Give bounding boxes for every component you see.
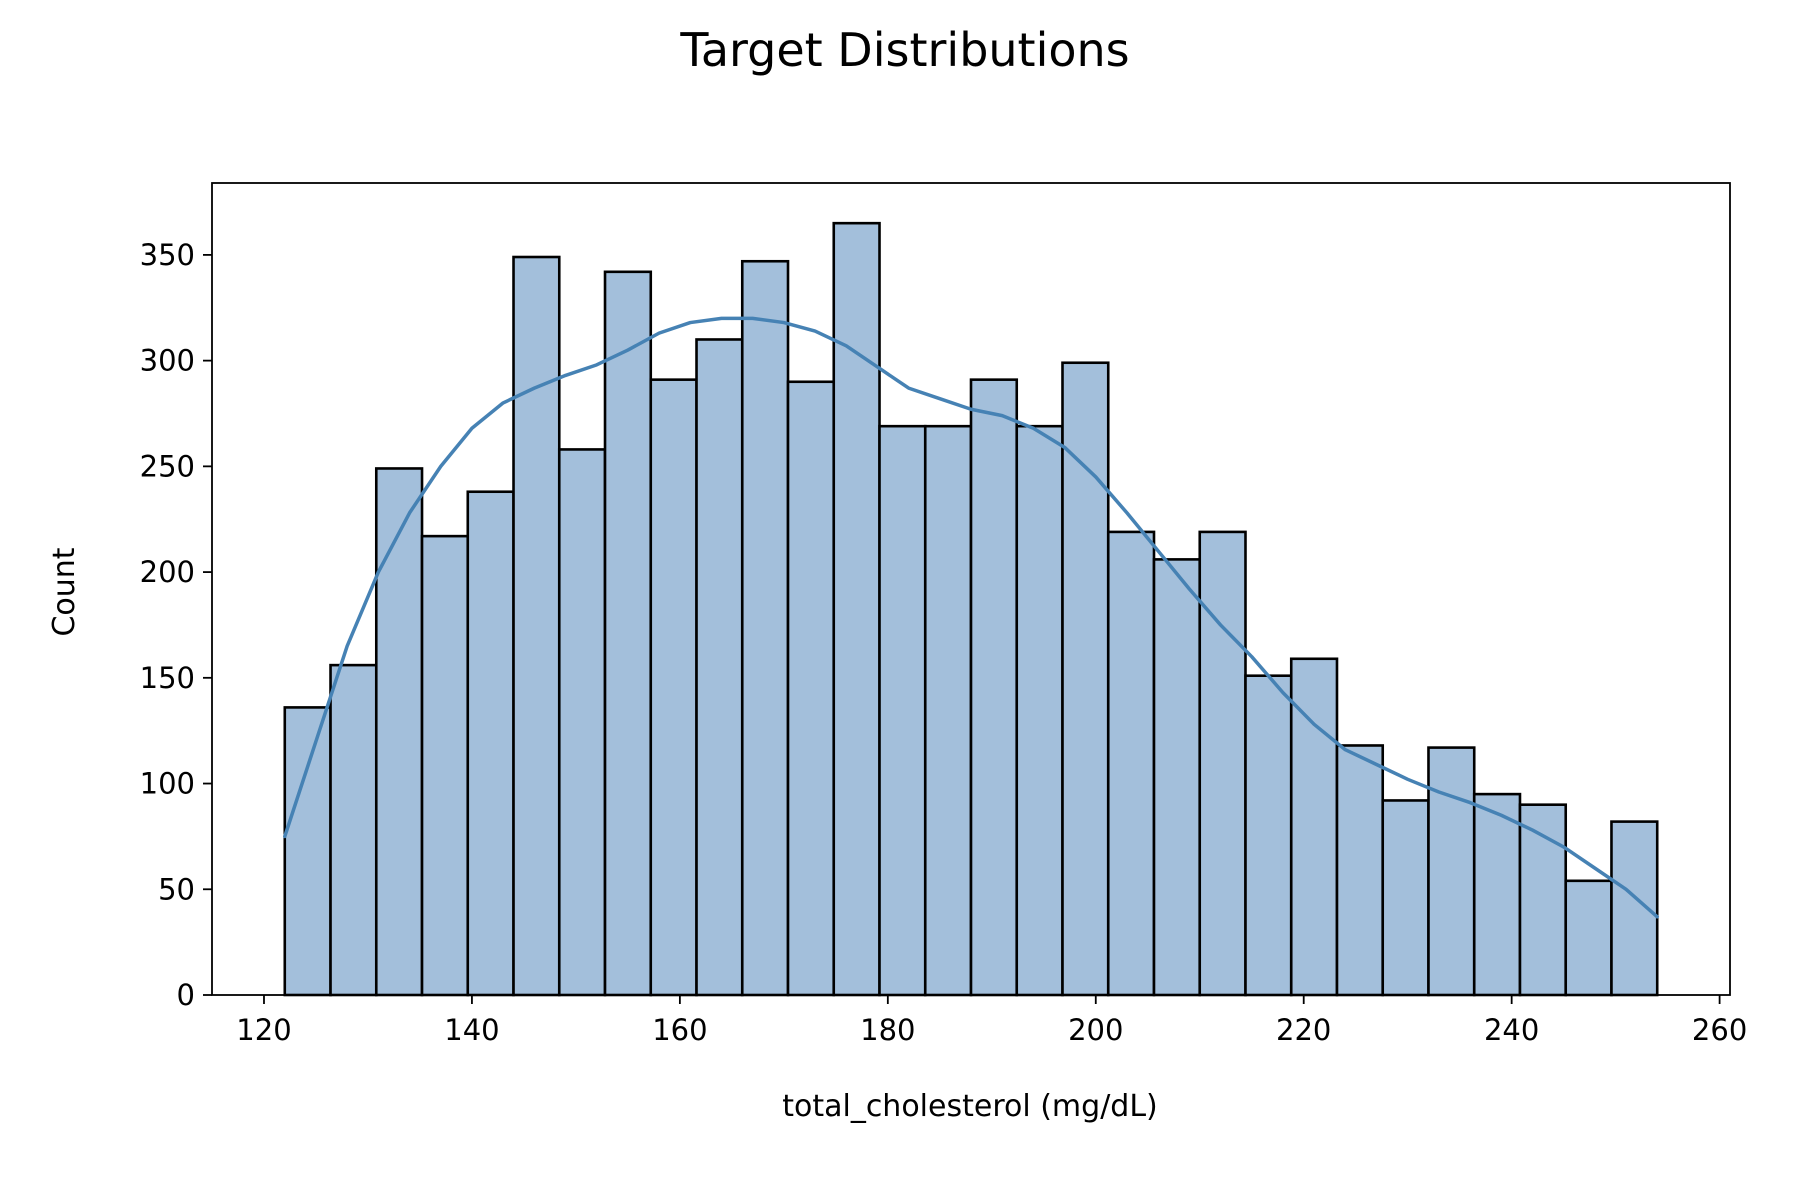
y-tick-label: 200	[140, 555, 195, 589]
x-tick-label: 160	[652, 1013, 707, 1047]
histogram-bar	[1564, 879, 1613, 997]
histogram-bar	[786, 380, 836, 997]
histogram-bar	[1198, 530, 1247, 997]
x-tick-label: 180	[860, 1013, 915, 1047]
histogram-bar	[1015, 424, 1064, 997]
y-tick-label: 50	[158, 872, 195, 906]
histogram-bar	[466, 490, 515, 997]
histogram-bar	[374, 467, 424, 997]
y-tick-label: 150	[140, 661, 195, 695]
histogram-bar	[1152, 558, 1202, 997]
x-tick-label: 200	[1068, 1013, 1123, 1047]
plot-frame	[211, 182, 1731, 996]
histogram-bar	[740, 259, 790, 997]
histogram-bar	[1381, 799, 1430, 997]
histogram-bar	[878, 424, 927, 997]
histogram-bar	[1244, 674, 1293, 997]
histogram-bar	[1289, 657, 1339, 997]
histogram-bar	[283, 706, 332, 997]
axes: 120 140 160 180 200 220 240 260 0 50 100 150 200 250 3…	[140, 182, 1747, 1047]
y-tick-label: 0	[177, 978, 195, 1012]
x-tick-label: 220	[1276, 1013, 1331, 1047]
histogram-bars	[283, 221, 1659, 997]
histogram-bar	[420, 534, 470, 997]
histogram-bar	[1518, 803, 1568, 997]
histogram-bar	[832, 221, 881, 997]
histogram-bar	[695, 338, 744, 997]
x-tick-label: 120	[236, 1013, 291, 1047]
histogram-bar	[557, 448, 607, 997]
x-tick-label: 240	[1484, 1013, 1539, 1047]
chart-suptitle: Target Distributions	[679, 23, 1129, 77]
x-tick-label: 140	[444, 1013, 499, 1047]
histogram-bar	[1427, 746, 1476, 997]
x-tick-label: 260	[1692, 1013, 1747, 1047]
histogram-bar	[969, 378, 1019, 997]
histogram-bar	[329, 663, 378, 997]
y-tick-label: 100	[140, 767, 195, 801]
y-tick-label: 300	[140, 344, 195, 378]
histogram-bar	[1610, 820, 1659, 997]
histogram-bar	[923, 424, 973, 997]
histogram-bar	[649, 378, 698, 997]
histogram-bar	[1472, 792, 1522, 997]
x-axis-label: total_cholesterol (mg/dL)	[782, 1089, 1158, 1124]
histogram-bar	[603, 270, 653, 997]
histogram-bar	[1061, 361, 1110, 997]
kde-curve	[283, 316, 1659, 919]
histogram-bar	[512, 255, 561, 997]
y-axis-label: Count	[47, 547, 82, 636]
histogram-bar	[1106, 530, 1156, 997]
y-tick-label: 350	[140, 238, 195, 272]
y-tick-label: 250	[140, 449, 195, 483]
histogram-bar	[1335, 744, 1385, 997]
